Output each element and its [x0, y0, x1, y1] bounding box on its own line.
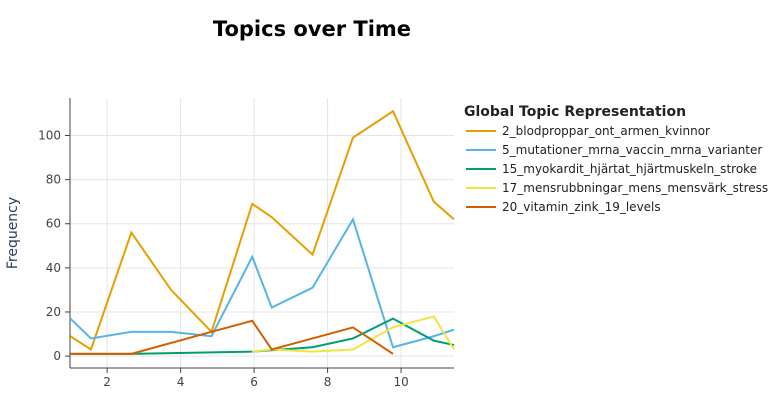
series-lines: [69, 109, 455, 355]
y-tick-label: 80: [46, 173, 61, 187]
legend-item-label: 5_mutationer_mrna_vaccin_mrna_varianter: [502, 143, 762, 157]
x-tick-label: 4: [177, 375, 185, 389]
x-tick-label: 10: [393, 375, 408, 389]
legend-item-label: 15_myokardit_hjärtat_hjärtmuskeln_stroke: [502, 162, 757, 176]
legend-item-label: 17_mensrubbningar_mens_mensvärk_stress: [502, 181, 768, 195]
y-tick-label: 20: [46, 305, 61, 319]
y-tick-label: 60: [46, 217, 61, 231]
grid: [70, 98, 454, 368]
x-tick-label: 2: [103, 375, 111, 389]
y-axis-label: Frequency: [5, 197, 21, 269]
chart-title: Topics over Time: [213, 17, 411, 41]
legend[interactable]: Global Topic Representation 2_blodproppa…: [464, 104, 768, 214]
legend-title: Global Topic Representation: [464, 104, 686, 120]
x-tick-label: 6: [250, 375, 258, 389]
y-tick-label: 40: [46, 261, 61, 275]
series-line-4: [70, 319, 394, 355]
y-tick-label: 0: [53, 349, 61, 363]
x-tick-label: 8: [324, 375, 332, 389]
series-line-0: [69, 109, 455, 351]
legend-item-label: 2_blodproppar_ont_armen_kvinnor: [502, 124, 710, 138]
legend-item-label: 20_vitamin_zink_19_levels: [502, 200, 661, 214]
series-line-1: [69, 216, 455, 349]
series-line-2: [70, 317, 455, 355]
y-tick-label: 100: [38, 129, 61, 143]
